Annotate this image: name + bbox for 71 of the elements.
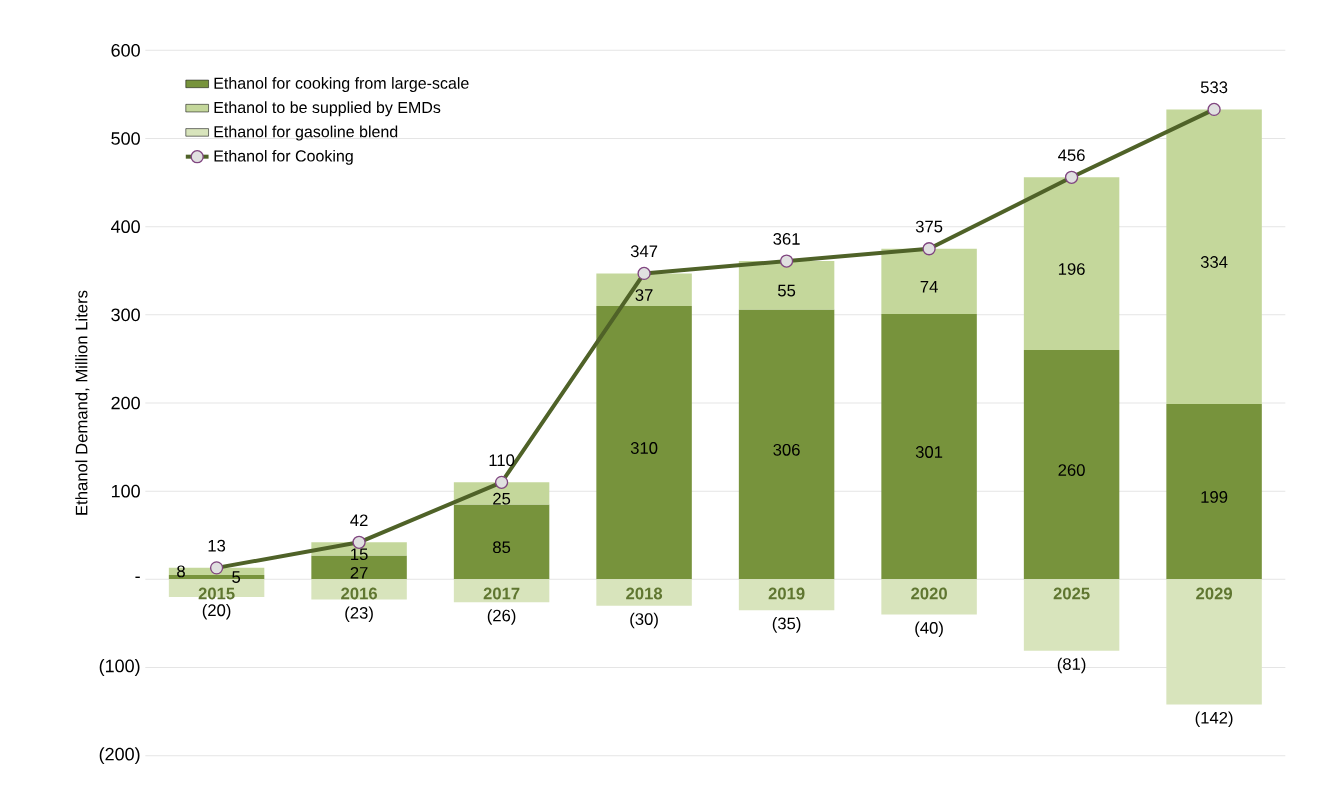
x-tick-label: 2018 — [626, 587, 663, 600]
data-label: 74 — [920, 280, 938, 293]
bar — [596, 306, 692, 580]
data-label: 55 — [777, 284, 796, 297]
legend-label: Ethanol for Cooking — [214, 149, 353, 165]
y-tick-label: 200 — [111, 396, 140, 410]
data-label: (40) — [915, 621, 943, 638]
data-label: (20) — [202, 603, 231, 620]
y-tick-label: 400 — [111, 220, 140, 234]
bar — [1023, 579, 1120, 651]
data-label: 301 — [915, 446, 943, 458]
data-label: 260 — [1058, 464, 1085, 476]
x-tick-label: 2019 — [768, 587, 805, 600]
y-tick-label: 300 — [111, 308, 140, 322]
data-label: (35) — [772, 617, 801, 633]
bar — [738, 309, 835, 580]
bar — [453, 579, 550, 603]
bar — [881, 579, 977, 615]
data-label: 456 — [1058, 149, 1085, 162]
data-label: (30) — [630, 612, 658, 629]
data-label: 25 — [493, 492, 511, 505]
x-tick-label: 2029 — [1196, 587, 1233, 600]
bar — [738, 261, 835, 310]
data-label: 27 — [350, 566, 368, 579]
data-label: 334 — [1200, 256, 1228, 268]
data-label: 306 — [773, 443, 800, 456]
bar — [453, 504, 550, 580]
bar — [738, 579, 835, 611]
x-tick-label: 2020 — [911, 587, 947, 600]
bar — [596, 273, 692, 307]
data-label: 42 — [350, 514, 368, 527]
data-label: 8 — [177, 565, 185, 578]
data-label: 37 — [635, 289, 653, 301]
data-label: 533 — [1200, 81, 1228, 94]
data-label: (26) — [487, 609, 516, 625]
x-tick-label: 2016 — [341, 587, 377, 600]
data-label: (81) — [1057, 657, 1086, 674]
data-label: 375 — [915, 220, 943, 233]
x-tick-label: 2015 — [198, 587, 235, 600]
bar — [311, 579, 407, 600]
data-label: 310 — [630, 442, 658, 454]
bar — [1166, 109, 1262, 404]
data-label: 15 — [351, 548, 368, 561]
bar — [881, 248, 977, 314]
data-label: (142) — [1195, 711, 1233, 727]
y-tick-label: 100 — [111, 484, 140, 498]
bar — [596, 579, 692, 606]
bar — [1023, 177, 1120, 351]
bar — [1166, 579, 1262, 705]
y-tick-label: 600 — [111, 43, 140, 57]
y-tick-label: (100) — [99, 659, 140, 676]
x-tick-label: 2017 — [483, 587, 520, 600]
x-tick-label: 2025 — [1053, 587, 1090, 600]
data-label: 110 — [489, 454, 515, 467]
data-label: 85 — [493, 541, 511, 554]
bar — [1166, 403, 1262, 580]
data-label: 361 — [773, 233, 800, 245]
y-tick-label: - — [135, 576, 140, 578]
data-label: 196 — [1058, 263, 1085, 275]
data-label: 199 — [1201, 491, 1228, 503]
y-tick-label: 500 — [111, 132, 140, 145]
y-axis-title: Ethanol Demand, Million Liters — [75, 290, 90, 515]
bar — [881, 313, 977, 580]
data-label: (23) — [345, 606, 373, 623]
bar — [1023, 350, 1120, 580]
legend-label: Ethanol for cooking from large-scale — [214, 77, 469, 93]
y-tick-label: (200) — [99, 747, 140, 765]
legend-label: Ethanol for gasoline blend — [214, 125, 398, 141]
legend-label: Ethanol to be supplied by EMDs — [214, 101, 441, 117]
data-label: 347 — [630, 245, 658, 258]
data-label: 13 — [208, 539, 226, 552]
